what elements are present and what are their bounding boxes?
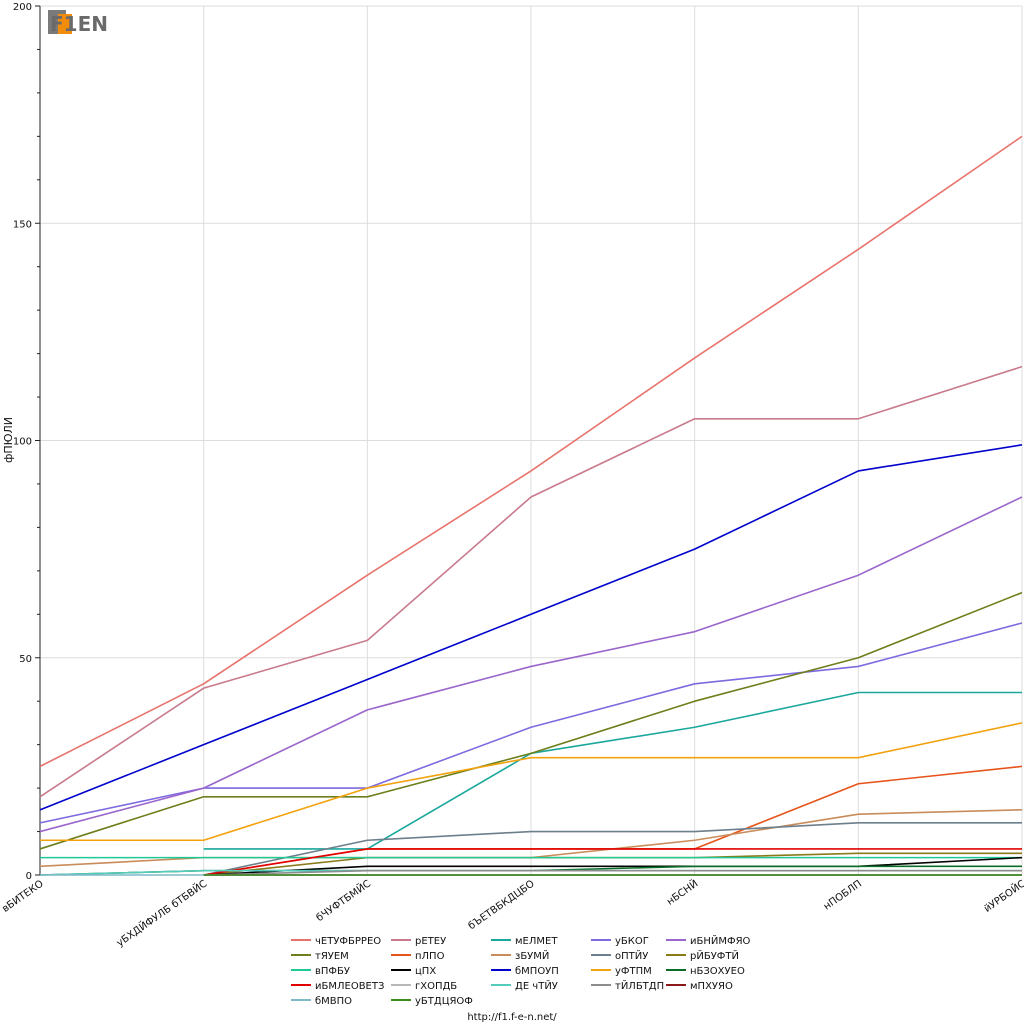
legend-label: рЕТЕУ (415, 936, 446, 947)
x-tick-label: йУРБОЙС (981, 877, 1024, 915)
legend-label: уФТПМ (615, 966, 652, 977)
y-tick-label: 0 (26, 871, 32, 882)
series-line (39, 365, 1023, 798)
legend-label: бМВПО (315, 996, 352, 1007)
series-line (203, 848, 1022, 876)
x-tick-label: уБХДЙФУЛБ бТБВЙС (114, 877, 210, 949)
series-line (203, 822, 1022, 876)
legend-label: бМПОУП (515, 966, 559, 977)
logo: F1EN (48, 10, 108, 36)
y-tick-label: 50 (19, 654, 32, 665)
legend-label: ДЕ чТЙУ (515, 979, 558, 992)
footer-url[interactable]: http://f1.f-e-n.net/ (467, 1012, 557, 1023)
x-tick-label: бЧУФТБМЙС (313, 877, 373, 924)
legend-label: нБЗОХУЕО (690, 966, 745, 977)
legend-label: мЕЛМЕТ (515, 936, 558, 947)
x-tick-label: нПОБЛП (822, 878, 864, 912)
series-line (39, 591, 1023, 850)
legend-label: рЙБУФТЙ (690, 949, 739, 962)
series-line (203, 869, 1022, 876)
legend-label: тЙЛБТДП (615, 979, 664, 992)
legend-label: гХОПДБ (415, 981, 457, 992)
grid (39, 5, 1023, 876)
series-line (40, 722, 1023, 842)
x-tick-label: бЪЕТВБКДЦБО (466, 878, 536, 932)
series-line (203, 691, 1022, 850)
x-tick-label: вБИТЕКО (0, 878, 45, 914)
series-line (203, 765, 1023, 876)
y-axis-label: фПЮЛИ (2, 417, 15, 463)
series-line (39, 135, 1023, 768)
legend-label: оПТЙУ (615, 949, 648, 962)
x-tick-label: нБСНЙ (664, 877, 700, 908)
y-tick-label: 100 (13, 437, 32, 448)
legend: чЕТУФБРРЕО тЯУЕМ вПФБУ иБМЛЕОВЕТЗ бМВПО рЕТЕУ… (291, 934, 751, 1007)
logo-text: F1EN (50, 12, 108, 36)
legend-label: зБУМЙ (515, 949, 549, 962)
y-tick-label: 200 (13, 2, 32, 13)
series-line (39, 496, 1023, 833)
y-tick-label: 150 (13, 219, 32, 230)
legend-label: уБКОГ (615, 936, 649, 947)
series-line (39, 444, 1023, 811)
legend-label: тЯУЕМ (315, 951, 349, 962)
legend-label: уБТДЦЯОФ (415, 996, 473, 1007)
legend-label: чЕТУФБРРЕО (315, 936, 381, 947)
legend-label: мПХУЯО (690, 981, 733, 992)
series-lines (39, 135, 1023, 876)
legend-label: иБМЛЕОВЕТЗ (315, 981, 384, 992)
legend-label: вПФБУ (315, 966, 350, 977)
legend-label: пЛПО (415, 951, 445, 962)
series-line (203, 856, 1023, 876)
legend-label: иБНЙМФЯО (690, 934, 751, 947)
legend-label: цПХ (415, 966, 436, 977)
tick-labels: 0 50 100 150 200 вБИТЕКО уБХДЙФУЛБ бТБВЙС бЧУФТ… (0, 2, 1024, 949)
